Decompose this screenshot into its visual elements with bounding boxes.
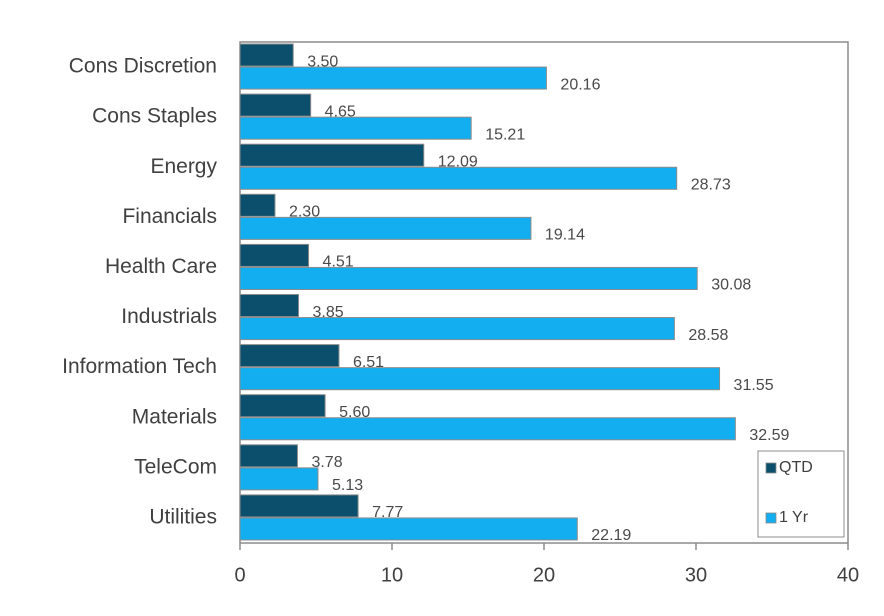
category-label: Cons Staples	[92, 105, 217, 128]
category-label: Health Care	[105, 255, 217, 278]
category-label: Industrials	[121, 305, 217, 328]
value-label: 30.08	[711, 277, 751, 294]
value-label: 22.19	[591, 527, 631, 544]
bar	[239, 344, 340, 368]
bar	[239, 317, 675, 341]
legend-label: QTD	[779, 459, 813, 476]
value-label: 5.60	[339, 404, 370, 421]
legend-swatch	[765, 512, 777, 524]
bar	[239, 266, 698, 291]
bar	[239, 193, 276, 217]
category-label: Information Tech	[62, 355, 217, 378]
x-tick-label: 20	[533, 564, 555, 586]
value-label: 15.21	[485, 126, 525, 143]
value-label: 28.58	[688, 327, 728, 344]
bar	[239, 467, 319, 491]
bar	[239, 116, 472, 140]
value-label: 5.13	[332, 477, 363, 494]
bar	[239, 216, 532, 240]
value-label: 3.78	[311, 454, 342, 471]
category-label: Financials	[122, 205, 217, 228]
value-label: 19.14	[545, 227, 585, 244]
value-label: 32.59	[749, 427, 789, 444]
bar	[239, 394, 326, 418]
bar	[239, 43, 294, 67]
value-label: 4.65	[325, 103, 356, 120]
value-label: 31.55	[734, 377, 774, 394]
x-tick-label: 40	[837, 564, 859, 586]
bar	[239, 444, 298, 468]
category-label: Utilities	[149, 505, 217, 528]
legend-label: 1 Yr	[779, 509, 809, 526]
bar	[239, 166, 678, 190]
value-label: 2.30	[289, 204, 320, 221]
value-label: 28.73	[691, 177, 731, 194]
bar	[239, 93, 312, 117]
value-label: 3.85	[313, 304, 344, 321]
value-label: 3.50	[307, 53, 338, 70]
bar	[239, 243, 310, 267]
bar	[239, 417, 736, 441]
category-label: Cons Discretion	[69, 55, 217, 78]
category-label: TeleCom	[134, 455, 217, 478]
x-tick-label: 10	[381, 564, 403, 586]
category-label: Energy	[150, 155, 217, 178]
bar	[239, 143, 425, 167]
bar	[239, 494, 359, 518]
value-label: 6.51	[353, 354, 384, 371]
value-label: 20.16	[560, 76, 600, 93]
value-label: 7.77	[372, 504, 403, 521]
value-label: 4.51	[323, 254, 354, 271]
x-tick-label: 30	[685, 564, 707, 586]
bar	[239, 517, 578, 541]
x-tick-label: 0	[234, 564, 245, 586]
bar	[239, 294, 300, 318]
bar	[239, 66, 547, 90]
legend-swatch	[765, 462, 777, 474]
value-label: 12.09	[438, 153, 478, 170]
bar	[239, 367, 721, 391]
category-label: Materials	[132, 405, 217, 428]
